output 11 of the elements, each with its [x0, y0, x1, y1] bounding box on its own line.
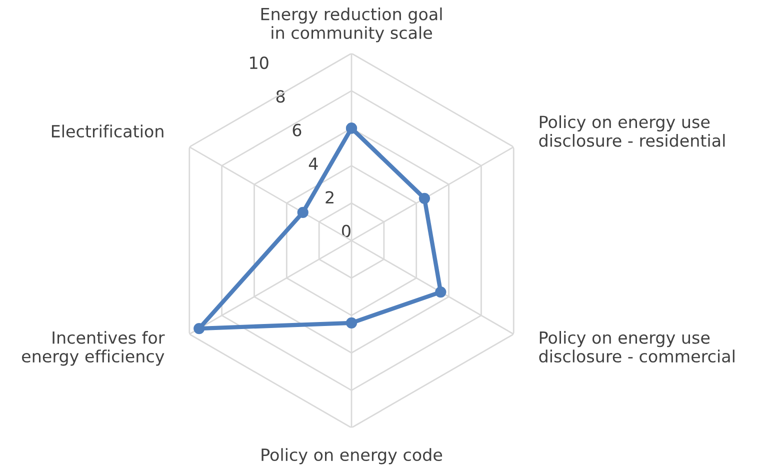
spoke-label: Incentives for energy efficiency	[22, 330, 165, 366]
y-tick-label: 8	[276, 90, 285, 103]
y-tick-label: 2	[326, 191, 334, 204]
y-tick-label: 6	[292, 124, 302, 136]
spoke-label: Policy on energy use disclosure - residential	[539, 115, 725, 147]
y-tick-label: 4	[308, 158, 318, 170]
spoke-label: Energy reduction goal in community scale	[261, 7, 442, 42]
spoke-label: Electrification	[52, 124, 164, 138]
spoke-label: Policy on energy code	[262, 448, 442, 464]
spoke-label: Policy on energy use disclosure - commercial	[539, 330, 734, 363]
y-tick-label: 10	[250, 56, 268, 70]
